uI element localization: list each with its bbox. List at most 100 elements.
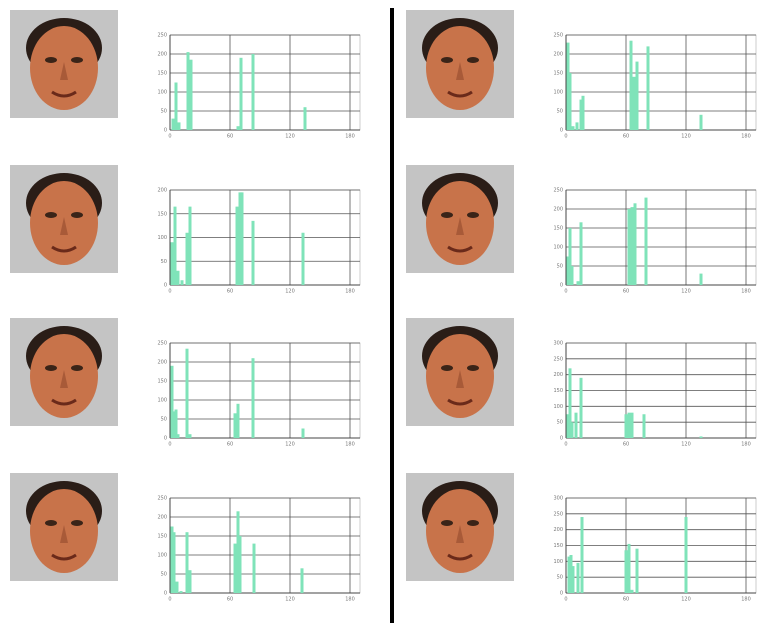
eye: [71, 212, 83, 218]
bar: [188, 434, 192, 438]
y-tick-label: 300: [553, 496, 563, 502]
x-tick-label: 120: [285, 134, 295, 140]
y-tick-label: 50: [161, 109, 167, 115]
eye: [45, 520, 57, 526]
bar: [567, 556, 571, 593]
face-image: [10, 165, 118, 273]
y-tick-label: 50: [557, 420, 563, 426]
y-tick-label: 200: [157, 188, 167, 194]
x-tick-label: 180: [345, 597, 355, 603]
bar: [629, 40, 633, 131]
bar: [635, 61, 639, 130]
y-tick-label: 200: [157, 360, 167, 366]
bar: [566, 414, 570, 438]
bar: [566, 42, 570, 130]
bar: [576, 562, 580, 593]
bar: [188, 206, 192, 285]
bar: [630, 589, 634, 593]
x-tick-label: 0: [564, 597, 567, 603]
face-image: [406, 165, 514, 273]
bar: [579, 99, 583, 130]
x-tick-label: 0: [168, 442, 171, 448]
eye: [45, 212, 57, 218]
x-tick-label: 120: [681, 597, 691, 603]
x-tick-label: 120: [681, 134, 691, 140]
y-tick-label: 100: [553, 245, 563, 251]
eye: [71, 520, 83, 526]
bar: [627, 412, 631, 438]
bar: [176, 270, 180, 285]
face-image: [406, 10, 514, 118]
y-tick-label: 150: [553, 388, 563, 394]
y-tick-label: 0: [164, 283, 167, 289]
nose: [456, 370, 464, 388]
x-tick-label: 180: [741, 597, 751, 603]
y-tick-label: 100: [553, 404, 563, 410]
y-tick-label: 0: [164, 128, 167, 134]
y-tick-label: 150: [553, 71, 563, 77]
bar: [627, 209, 631, 285]
eye: [71, 57, 83, 63]
bar: [172, 411, 176, 438]
face-image: [10, 10, 118, 118]
bar: [568, 228, 572, 285]
bar: [189, 59, 193, 131]
y-tick-label: 100: [157, 90, 167, 96]
bar: [575, 122, 579, 130]
x-tick-label: 180: [741, 134, 751, 140]
bar: [630, 412, 634, 438]
plot-area: [169, 342, 361, 439]
bar: [238, 536, 242, 593]
bar: [185, 232, 189, 285]
bar: [185, 532, 189, 593]
y-tick-label: 50: [557, 109, 563, 115]
face-image: [10, 473, 118, 581]
bar: [644, 197, 648, 285]
y-tick-label: 200: [157, 515, 167, 521]
bar: [699, 114, 703, 130]
bar: [185, 348, 189, 438]
bar: [301, 232, 305, 285]
mouth: [447, 90, 473, 98]
bar: [568, 368, 572, 438]
bar: [252, 543, 256, 593]
bar: [238, 192, 242, 285]
x-tick-label: 180: [741, 442, 751, 448]
y-tick-label: 200: [553, 52, 563, 58]
x-tick-label: 0: [564, 442, 567, 448]
mouth: [51, 90, 77, 98]
bar: [699, 436, 703, 438]
bar: [570, 422, 574, 438]
bar: [624, 414, 628, 438]
y-tick-label: 250: [157, 341, 167, 347]
x-tick-label: 120: [285, 597, 295, 603]
bar: [170, 242, 174, 285]
eye: [467, 365, 479, 371]
x-tick-label: 60: [227, 289, 233, 295]
plot-area: [565, 34, 757, 131]
y-tick-label: 250: [553, 33, 563, 39]
y-tick-label: 50: [161, 259, 167, 265]
y-tick-label: 0: [560, 283, 563, 289]
bar: [570, 266, 574, 285]
face-image: [10, 318, 118, 426]
bar: [632, 76, 636, 130]
x-tick-label: 0: [168, 134, 171, 140]
y-tick-label: 100: [157, 553, 167, 559]
plot-area: [169, 34, 361, 131]
bar: [177, 122, 181, 130]
bar: [170, 526, 174, 593]
bar: [175, 581, 179, 593]
nose: [60, 217, 68, 235]
x-tick-label: 120: [285, 289, 295, 295]
bar: [235, 206, 239, 285]
x-tick-label: 180: [741, 289, 751, 295]
x-tick-label: 60: [623, 442, 629, 448]
bar: [646, 46, 650, 130]
x-tick-label: 60: [227, 442, 233, 448]
eye: [467, 57, 479, 63]
y-tick-label: 0: [164, 591, 167, 597]
bar: [188, 570, 192, 593]
y-tick-label: 250: [553, 356, 563, 362]
